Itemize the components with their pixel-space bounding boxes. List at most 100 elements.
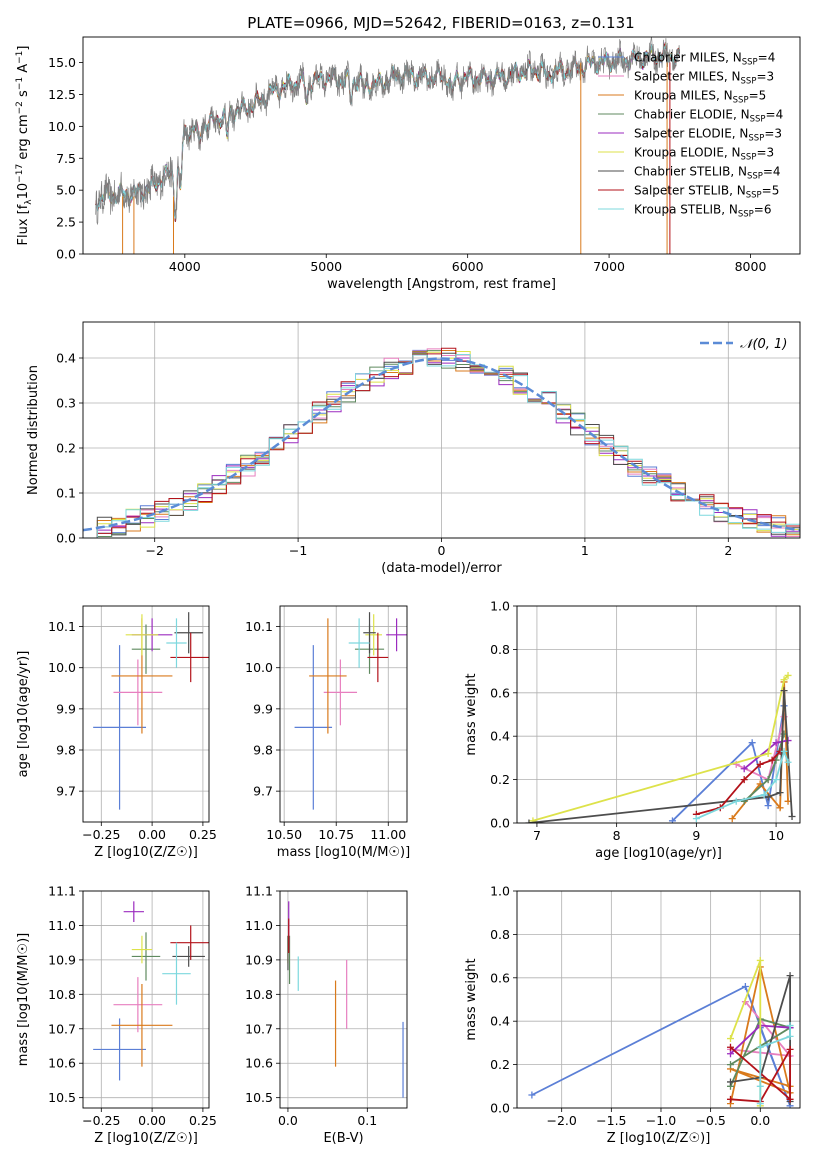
age-vs-mass-frame: [279, 605, 408, 823]
x-tick-label: −2: [145, 543, 163, 558]
age-vs-Z-frame: [82, 605, 210, 823]
y-tick-label: 2.5: [56, 215, 76, 230]
residuals-xlabel: (data-model)/error: [381, 561, 502, 576]
x-tick-label: 8000: [735, 259, 767, 274]
spectrum-axes: 4000 5000 6000 7000 8000 0.0 2.5 5.0 7.5 10.0 12.5…: [48, 55, 766, 274]
y-tick-label: 9.7: [56, 784, 76, 799]
y-tick-label: 0.0: [56, 247, 76, 262]
weight-marker: [726, 1095, 734, 1103]
legend-label-sub: SSP: [738, 210, 754, 220]
legend-label: Chabrier MILES, NSSP=4: [634, 51, 775, 68]
y-tick-label: 0.2: [490, 772, 510, 787]
x-tick-label: −1.5: [596, 1113, 626, 1128]
legend-label-sub: SSP: [750, 115, 766, 125]
x-tick-label: 0.0: [750, 1113, 770, 1128]
weight-marker: [728, 815, 736, 823]
ylabel-part: −1: [15, 77, 25, 90]
age-vs-Z-plot: [93, 612, 209, 810]
residuals-frame: [82, 321, 801, 539]
legend-label-text: Chabrier MILES, N: [634, 51, 742, 65]
weight-marker: [756, 1082, 764, 1090]
x-tick-label: −0.5: [695, 1113, 725, 1128]
legend-label: Salpeter STELIB, NSSP=5: [634, 184, 779, 201]
x-tick-label: 5000: [310, 259, 342, 274]
legend-label-text: Kroupa ELODIE, N: [634, 146, 741, 160]
y-tick-label: 0.4: [490, 729, 510, 744]
weight-marker: [780, 687, 788, 695]
y-tick-label: 0.1: [56, 486, 76, 501]
age-vs-mass-axes: 10.50 10.75 11.00 9.7 9.8 9.9 10.0 10.1: [245, 606, 407, 842]
legend-label: Salpeter MILES, NSSP=3: [634, 70, 774, 87]
y-tick-label: 0.3: [56, 396, 76, 411]
x-tick-label: −1.0: [646, 1113, 676, 1128]
weight-series-line: [532, 674, 789, 822]
y-tick-label: 11.0: [48, 918, 76, 933]
mass-vs-EBV-axes: 0.0 0.1 10.5 10.6 10.7 10.8 10.9 11.0 11.1: [245, 884, 407, 1128]
legend-label-post: =4: [758, 51, 776, 65]
y-tick-label: 0.6: [490, 970, 510, 985]
legend-label-post: =3: [756, 146, 774, 160]
legend-label-text: Chabrier STELIB, N: [634, 165, 747, 179]
y-tick-label: 0.8: [490, 642, 510, 657]
ylabel-part: 10: [16, 183, 31, 200]
y-tick-label: 0.4: [490, 1014, 510, 1029]
y-tick-label: 9.9: [56, 701, 76, 716]
weight-marker: [784, 758, 792, 766]
weight-marker: [780, 747, 788, 755]
mass-vs-Z-frame: [82, 890, 210, 1109]
weight-series-line: [671, 705, 785, 822]
spectrum-xlabel: wavelength [Angstrom, rest frame]: [327, 277, 556, 292]
weight-vs-Z-axes: −2.0 −1.5 −1.0 −0.5 0.0 0.0 0.2 0.4 0.6 0.8 1.0: [490, 884, 800, 1128]
mass-vs-EBV-xlabel: E(B-V): [323, 1131, 363, 1146]
mass-vs-Z-axes: −0.25 0.00 0.25 10.5 10.6 10.7 10.8 10.9 11.0 11.…: [48, 884, 217, 1129]
weight-marker: [525, 819, 533, 823]
legend-label: Kroupa MILES, NSSP=5: [634, 89, 766, 106]
weight-marker: [772, 739, 780, 747]
weight-marker: [776, 789, 784, 797]
x-tick-label: −1: [289, 543, 307, 558]
weight-marker: [732, 797, 740, 805]
weight-marker: [756, 760, 764, 768]
legend-label-post: =3: [756, 70, 774, 84]
y-tick-label: 10.5: [48, 1090, 76, 1105]
y-tick-label: 0.0: [490, 816, 510, 831]
x-tick-label: 10: [768, 828, 784, 843]
y-tick-label: 10.9: [245, 952, 273, 967]
legend-label-sub: SSP: [742, 58, 758, 68]
legend-label-text: Kroupa MILES, N: [634, 89, 733, 103]
spectrum-observed-line: [95, 37, 680, 226]
legend-label-text: Kroupa STELIB, N: [634, 203, 738, 217]
weight-vs-Z-frame: [516, 890, 801, 1109]
weight-marker: [692, 815, 700, 823]
y-tick-label: 9.9: [253, 701, 273, 716]
age-vs-mass-plot: [294, 612, 407, 810]
y-tick-label: 9.7: [253, 784, 273, 799]
weight-marker: [756, 1100, 764, 1108]
legend-label-post: =5: [762, 184, 780, 198]
ylabel-part: erg cm: [16, 114, 31, 163]
legend-label-text: Salpeter ELODIE, N: [634, 127, 748, 141]
ylabel-part: Flux [f: [16, 204, 31, 245]
residuals-ylabel: Normed distribution: [26, 365, 41, 495]
weight-marker: [726, 1050, 734, 1058]
legend-label-post: =4: [763, 165, 781, 179]
legend-label-sub: SSP: [733, 96, 749, 106]
weight-marker: [786, 972, 794, 980]
weight-vs-age-axes: 7 8 9 10 0.0 0.2 0.4 0.6 0.8 1.0: [490, 599, 800, 843]
x-tick-label: 10.50: [266, 827, 302, 842]
x-tick-label: 7000: [593, 259, 625, 274]
weight-marker: [528, 1091, 536, 1099]
y-tick-label: 10.9: [48, 952, 76, 967]
weight-marker: [741, 982, 749, 990]
x-tick-label: 0.25: [189, 1113, 217, 1128]
residuals-plot: [83, 347, 800, 538]
y-tick-label: 10.0: [48, 119, 76, 134]
y-tick-label: 11.1: [245, 884, 273, 899]
x-tick-label: 6000: [452, 259, 484, 274]
legend-label-text: Chabrier ELODIE, N: [634, 108, 750, 122]
weight-marker: [786, 1045, 794, 1053]
weight-marker: [726, 1043, 734, 1051]
x-tick-label: −0.25: [82, 1113, 120, 1128]
weight-marker: [776, 804, 784, 812]
